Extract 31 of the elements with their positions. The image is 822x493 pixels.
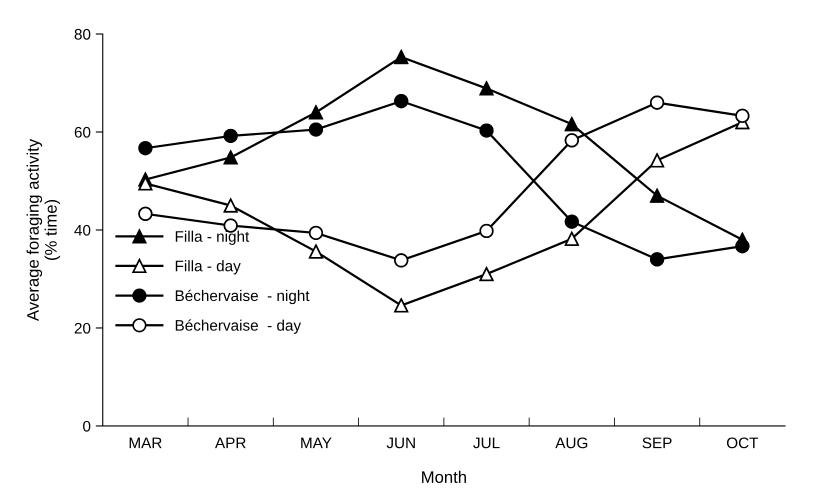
x-tick-label: AUG xyxy=(555,437,588,448)
point xyxy=(650,153,664,168)
x-tick-label: MAR xyxy=(130,438,162,448)
x-tick-label: SEP xyxy=(642,437,672,448)
point xyxy=(394,298,408,313)
point xyxy=(394,50,408,64)
point xyxy=(308,244,324,259)
x-axis-title: Month xyxy=(422,470,466,483)
x-tick-label: MAY xyxy=(301,438,332,448)
x-tick-label: JUN xyxy=(386,438,415,448)
point xyxy=(479,81,494,96)
point xyxy=(564,117,579,132)
point xyxy=(479,266,494,282)
point xyxy=(650,188,664,203)
y-tick-label: 80 xyxy=(74,28,90,40)
x-tick-label: APR xyxy=(214,438,246,448)
y-tick-label: 0 xyxy=(83,420,90,432)
legend-label: Béchervaise - day xyxy=(176,319,302,334)
point xyxy=(224,150,238,165)
x-tick-label: OCT xyxy=(726,437,758,448)
y-tick-label: 20 xyxy=(74,322,90,334)
point xyxy=(224,198,238,213)
point xyxy=(308,105,324,120)
legend-label: Béchervaise - night xyxy=(176,290,310,304)
point xyxy=(564,232,579,246)
x-tick-label: JUL xyxy=(473,438,500,448)
y-axis-title: Average foraging activity (% time) xyxy=(26,138,60,322)
legend-label: Filla - night xyxy=(176,230,250,245)
y-tick-label: 60 xyxy=(74,126,90,138)
legend-label: Filla - day xyxy=(176,260,241,274)
y-tick-label: 40 xyxy=(74,224,90,236)
